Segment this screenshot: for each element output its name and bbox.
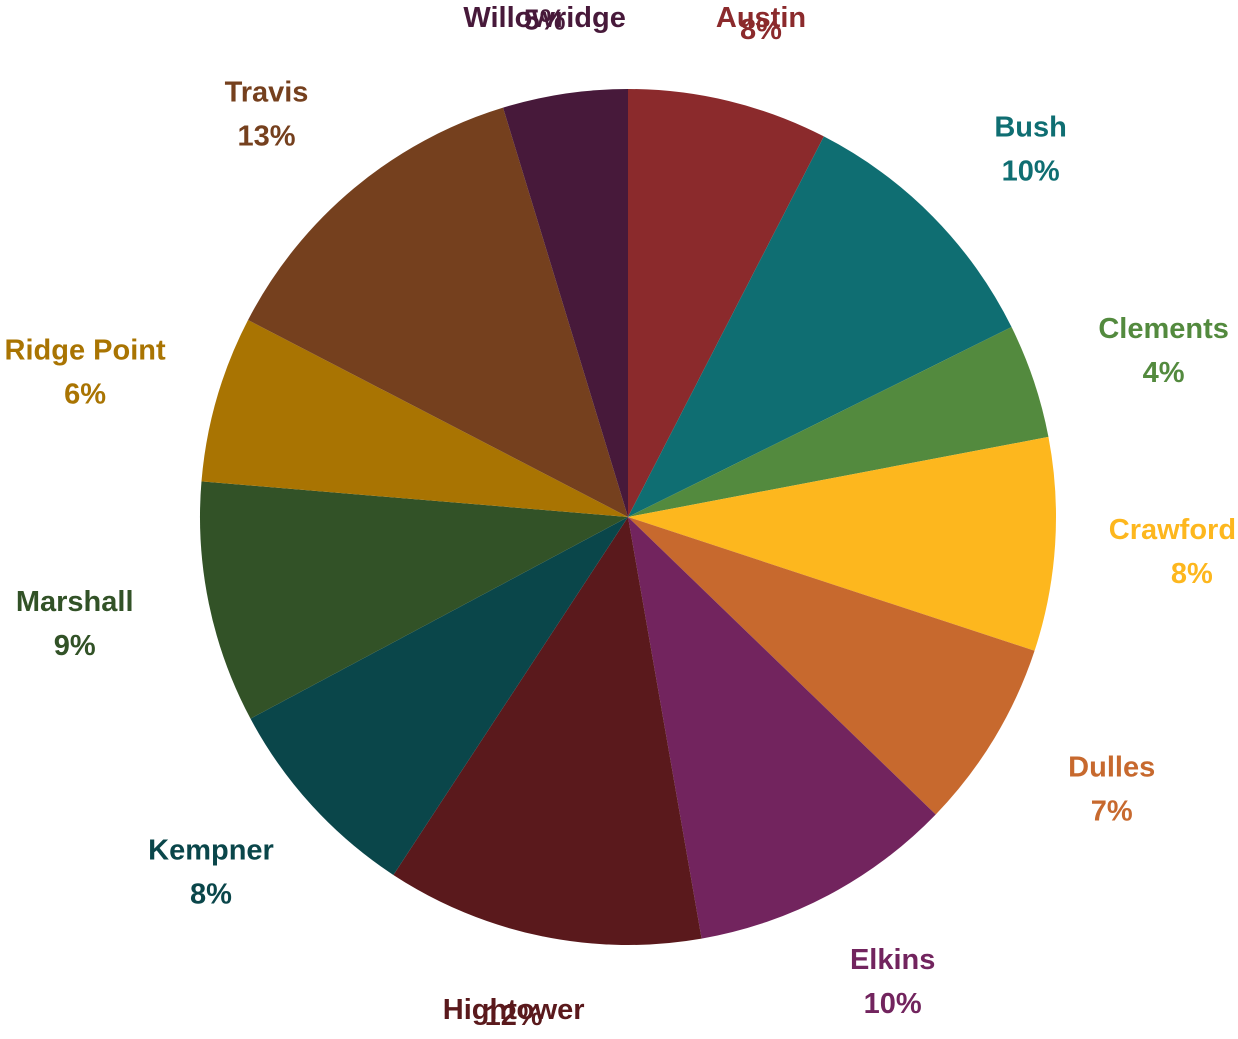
data-label-clements: Clements 4% xyxy=(1098,313,1229,389)
slice-name-label: Elkins xyxy=(850,944,935,976)
slice-name-label: Marshall xyxy=(16,586,134,618)
pie-slice-crawford xyxy=(628,436,1057,651)
slice-percent-label: 12% xyxy=(485,1000,543,1032)
slice-percent-label: 9% xyxy=(54,630,96,662)
data-label-elkins: Elkins 10% xyxy=(850,944,935,1020)
slice-name-label: Clements xyxy=(1098,313,1229,345)
pie-slice-marshall xyxy=(199,481,628,719)
slice-percent-label: 10% xyxy=(864,988,922,1020)
slice-name-label: Ridge Point xyxy=(5,335,166,367)
data-label-marshall: Marshall 9% xyxy=(16,586,134,662)
pie-slice-dulles xyxy=(628,517,1035,815)
data-label-crawford: Crawford 8% xyxy=(1109,514,1236,590)
pie-slices xyxy=(199,89,1057,945)
slice-name-label: Crawford xyxy=(1109,514,1236,546)
slice-percent-label: 7% xyxy=(1091,795,1133,827)
slice-percent-label: 8% xyxy=(190,878,232,910)
slice-percent-label: 6% xyxy=(64,379,106,411)
data-label-bush: Bush 10% xyxy=(994,112,1067,188)
data-label-kempner: Kempner 8% xyxy=(148,834,274,910)
pie-slice-hightower xyxy=(393,517,702,945)
data-label-ridge-point: Ridge Point 6% xyxy=(5,335,166,411)
slice-name-label: Bush xyxy=(994,112,1067,144)
pie-slice-travis xyxy=(248,107,629,518)
slice-name-label: Dulles xyxy=(1068,751,1155,783)
slice-percent-label: 13% xyxy=(237,121,295,153)
slice-name-label: Hightower xyxy=(443,994,585,1026)
data-label-dulles: Dulles 7% xyxy=(1068,751,1155,827)
pie-slice-elkins xyxy=(628,517,936,939)
pie-slice-clements xyxy=(628,327,1049,517)
slice-percent-label: 8% xyxy=(740,14,782,46)
slice-percent-label: 4% xyxy=(1143,357,1185,389)
slice-name-label: Austin xyxy=(716,2,806,34)
slice-name-label: Travis xyxy=(225,77,309,109)
slice-name-label: Kempner xyxy=(148,834,274,866)
data-label-travis: Travis 13% xyxy=(225,77,309,153)
slice-percent-label: 5% xyxy=(524,5,566,37)
pie-slice-austin xyxy=(628,89,824,517)
pie-slice-willowridge xyxy=(503,89,628,517)
slice-percent-label: 8% xyxy=(1171,558,1213,590)
pie-slice-kempner xyxy=(250,517,628,875)
pie-data-labels: Austin8%Bush10%Clements4%Crawford8%Dulle… xyxy=(5,2,1237,1032)
pie-slice-ridge-point xyxy=(201,319,629,517)
slice-percent-label: 10% xyxy=(1002,156,1060,188)
pie-slice-bush xyxy=(628,136,1012,517)
slice-name-label: Willowridge xyxy=(463,2,625,34)
